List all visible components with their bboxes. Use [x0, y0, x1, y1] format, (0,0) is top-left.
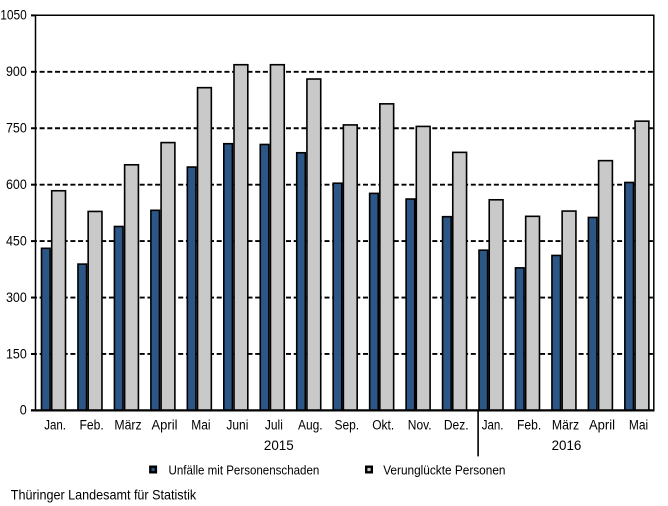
svg-text:2016: 2016 [552, 438, 582, 453]
svg-text:Sep.: Sep. [334, 418, 359, 433]
svg-text:600: 600 [6, 177, 27, 192]
svg-text:Juli: Juli [265, 418, 283, 433]
svg-text:Nov.: Nov. [408, 418, 432, 433]
svg-text:Juni: Juni [226, 418, 248, 433]
svg-text:450: 450 [6, 233, 27, 248]
svg-text:März: März [552, 418, 580, 433]
svg-text:300: 300 [6, 290, 27, 305]
svg-text:Okt.: Okt. [372, 418, 394, 433]
svg-text:Dez.: Dez. [444, 418, 469, 433]
svg-text:Jan.: Jan. [44, 418, 66, 433]
svg-text:März: März [114, 418, 142, 433]
svg-text:April: April [152, 418, 178, 433]
svg-text:Mai: Mai [191, 418, 210, 433]
svg-text:Jan.: Jan. [482, 418, 504, 433]
svg-text:Thüringer Landesamt für Statis: Thüringer Landesamt für Statistik [11, 488, 196, 503]
svg-text:Feb.: Feb. [517, 418, 541, 433]
svg-text:1050: 1050 [0, 8, 27, 23]
svg-text:Aug.: Aug. [298, 418, 323, 433]
svg-text:Verunglückte Personen: Verunglückte Personen [383, 463, 505, 478]
svg-text:April: April [589, 418, 615, 433]
svg-text:900: 900 [6, 64, 27, 79]
svg-text:150: 150 [6, 346, 27, 361]
svg-text:Feb.: Feb. [79, 418, 103, 433]
svg-text:2015: 2015 [264, 438, 294, 453]
svg-text:Unfälle mit Personenschaden: Unfälle mit Personenschaden [169, 463, 320, 478]
svg-text:Mai: Mai [629, 418, 648, 433]
svg-text:750: 750 [6, 121, 27, 136]
svg-text:0: 0 [20, 403, 27, 418]
